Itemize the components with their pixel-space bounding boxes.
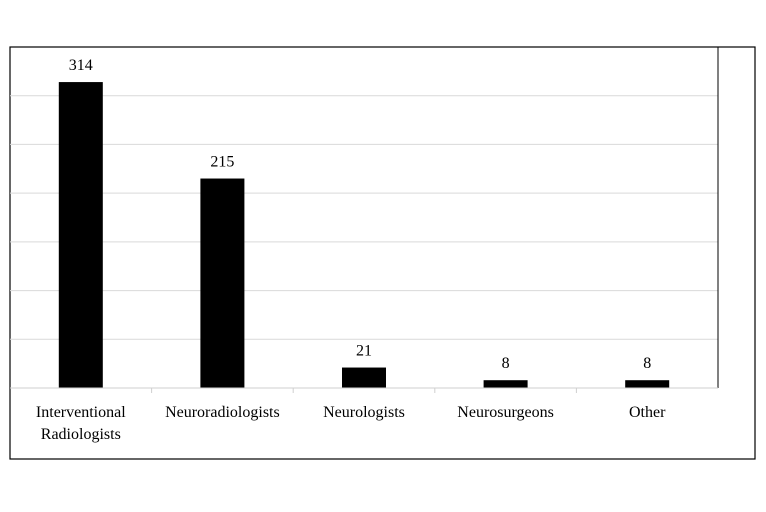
bars bbox=[58, 82, 670, 389]
bar bbox=[58, 82, 103, 389]
bar bbox=[342, 367, 386, 388]
bar bbox=[625, 380, 670, 388]
value-label: 21 bbox=[356, 343, 372, 360]
category-label: Neurosurgeons bbox=[457, 404, 554, 421]
value-label: 8 bbox=[643, 355, 651, 372]
value-labels: 314 215 21 8 8 bbox=[69, 57, 651, 372]
category-label: Interventional Radiologists bbox=[36, 404, 126, 443]
category-label: Neuroradiologists bbox=[165, 404, 280, 421]
bar bbox=[200, 178, 245, 388]
value-label: 215 bbox=[210, 154, 234, 171]
category-label: Other bbox=[629, 404, 666, 421]
value-label: 314 bbox=[69, 57, 93, 74]
category-labels: Interventional Radiologists Neuroradiologi… bbox=[36, 404, 666, 443]
chart-frame bbox=[9, 46, 756, 460]
gridlines bbox=[10, 95, 718, 340]
bar bbox=[483, 380, 528, 388]
value-label: 8 bbox=[502, 355, 510, 372]
x-axis-ticks bbox=[151, 388, 577, 393]
category-label: Neurologists bbox=[323, 404, 405, 421]
